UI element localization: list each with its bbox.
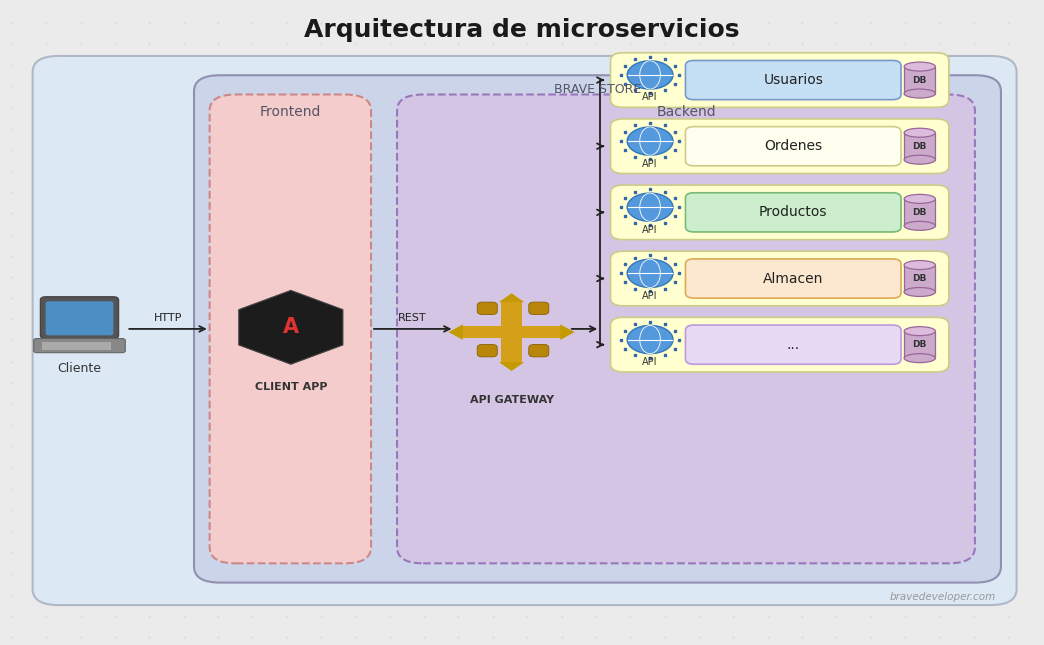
Text: CLIENT APP: CLIENT APP: [255, 382, 327, 392]
Polygon shape: [449, 324, 462, 340]
FancyBboxPatch shape: [611, 251, 949, 306]
Circle shape: [627, 127, 673, 155]
FancyBboxPatch shape: [210, 95, 371, 563]
Text: API: API: [642, 159, 658, 168]
FancyBboxPatch shape: [46, 301, 114, 335]
Bar: [904, 331, 935, 358]
Bar: [904, 66, 935, 94]
Polygon shape: [561, 324, 574, 340]
Text: Productos: Productos: [759, 205, 828, 219]
Ellipse shape: [904, 221, 935, 230]
Circle shape: [627, 61, 673, 89]
FancyBboxPatch shape: [611, 119, 949, 174]
Text: API: API: [642, 357, 658, 367]
Text: DB: DB: [912, 340, 927, 349]
Polygon shape: [499, 362, 524, 371]
FancyBboxPatch shape: [528, 344, 549, 357]
Bar: [904, 199, 935, 226]
Bar: [904, 265, 935, 292]
Text: ...: ...: [787, 337, 800, 352]
Text: DB: DB: [912, 75, 927, 84]
Polygon shape: [499, 293, 524, 302]
Text: Frontend: Frontend: [260, 106, 321, 119]
FancyBboxPatch shape: [477, 344, 497, 357]
FancyBboxPatch shape: [41, 297, 119, 339]
Circle shape: [627, 259, 673, 288]
Text: Ordenes: Ordenes: [764, 139, 823, 154]
Bar: [501, 301, 522, 364]
Ellipse shape: [904, 89, 935, 98]
Text: Arquitectura de microservicios: Arquitectura de microservicios: [304, 18, 740, 43]
Polygon shape: [239, 290, 342, 364]
FancyBboxPatch shape: [528, 302, 549, 315]
Text: DB: DB: [912, 208, 927, 217]
Ellipse shape: [904, 62, 935, 71]
Text: Cliente: Cliente: [57, 362, 101, 375]
Bar: [42, 342, 111, 350]
Text: API: API: [642, 224, 658, 235]
Text: Usuarios: Usuarios: [763, 73, 823, 87]
Circle shape: [627, 193, 673, 221]
Text: API: API: [642, 291, 658, 301]
Bar: [904, 133, 935, 160]
Text: API: API: [642, 92, 658, 103]
Bar: [460, 326, 563, 339]
Text: DB: DB: [912, 274, 927, 283]
Text: A: A: [283, 317, 299, 337]
Text: Backend: Backend: [657, 106, 716, 119]
Circle shape: [627, 325, 673, 353]
Ellipse shape: [904, 128, 935, 137]
Text: BRAVE STORE: BRAVE STORE: [554, 83, 641, 96]
FancyBboxPatch shape: [611, 317, 949, 372]
FancyBboxPatch shape: [194, 75, 1001, 582]
FancyBboxPatch shape: [686, 259, 901, 298]
Text: API GATEWAY: API GATEWAY: [470, 395, 553, 404]
Text: DB: DB: [912, 142, 927, 151]
FancyBboxPatch shape: [32, 56, 1017, 605]
FancyBboxPatch shape: [477, 302, 497, 315]
Ellipse shape: [904, 155, 935, 164]
Ellipse shape: [904, 288, 935, 297]
Text: HTTP: HTTP: [153, 313, 182, 323]
Ellipse shape: [904, 261, 935, 270]
Ellipse shape: [904, 194, 935, 203]
Ellipse shape: [904, 353, 935, 362]
Text: REST: REST: [399, 313, 427, 323]
Text: bravedeveloper.com: bravedeveloper.com: [889, 592, 996, 602]
FancyBboxPatch shape: [33, 339, 125, 353]
Ellipse shape: [904, 326, 935, 335]
FancyBboxPatch shape: [397, 95, 975, 563]
FancyBboxPatch shape: [611, 185, 949, 240]
FancyBboxPatch shape: [686, 126, 901, 166]
FancyBboxPatch shape: [611, 53, 949, 107]
FancyBboxPatch shape: [686, 61, 901, 99]
FancyBboxPatch shape: [686, 325, 901, 364]
FancyBboxPatch shape: [686, 193, 901, 232]
Text: Almacen: Almacen: [763, 272, 824, 286]
